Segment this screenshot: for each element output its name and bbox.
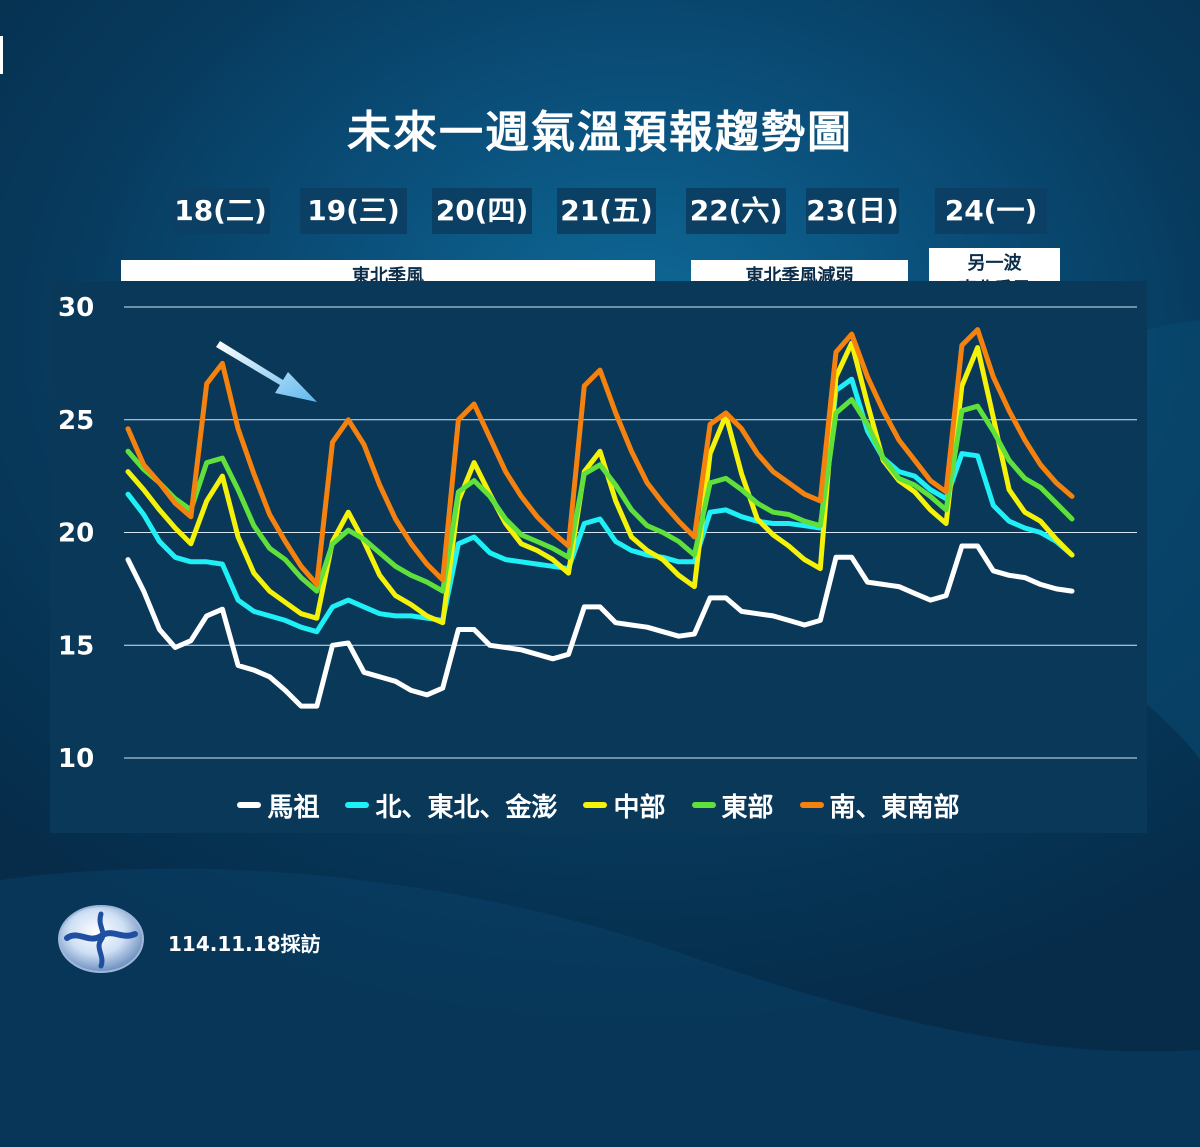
legend-label: 東部 (721, 792, 774, 823)
chart-legend: 馬祖 北、東北、金澎 中部 東部 南、東南部 (50, 782, 1147, 828)
y-tick-label: 25 (58, 406, 94, 436)
series-line (125, 376, 1075, 635)
y-tick-label: 20 (58, 519, 94, 549)
legend-item: 東部 (691, 787, 774, 824)
legend-item: 中部 (583, 787, 666, 824)
trend-arrow (216, 341, 317, 402)
day-label: 19(三) (300, 188, 407, 234)
legend-item: 北、東北、金澎 (345, 787, 557, 824)
day-label: 22(六) (686, 188, 786, 234)
chart-title: 未來一週氣溫預報趨勢圖 (347, 107, 853, 158)
day-label: 18(二) (171, 188, 270, 234)
legend-swatch (345, 802, 370, 808)
edge-marker (0, 36, 3, 74)
day-label: 21(五) (557, 188, 656, 234)
y-tick-label: 10 (58, 744, 94, 774)
legend-swatch (237, 802, 262, 808)
legend-item: 馬祖 (237, 787, 319, 824)
series-line (125, 397, 1075, 594)
legend-label: 中部 (613, 792, 666, 823)
legend-swatch (583, 802, 608, 808)
series-line (125, 340, 1075, 626)
weather-bureau-logo (58, 905, 144, 973)
day-label: 20(四) (432, 188, 532, 234)
series-line (125, 543, 1075, 709)
legend-label: 北、東北、金澎 (375, 792, 558, 823)
y-tick-label: 30 (58, 293, 94, 323)
legend-swatch (691, 802, 716, 808)
day-label: 24(一) (935, 188, 1047, 234)
legend-label: 馬祖 (267, 792, 320, 823)
legend-label: 南、東南部 (829, 792, 960, 823)
plot-panel: 10 15 20 25 30 (50, 281, 1147, 833)
interview-date: 114.11.18採訪 (168, 932, 321, 956)
y-tick-label: 15 (58, 631, 94, 661)
legend-swatch (799, 802, 824, 808)
series-line (125, 327, 1075, 587)
legend-item: 南、東南部 (799, 787, 960, 824)
day-label: 23(日) (806, 188, 899, 234)
temperature-chart: 10 15 20 25 30 (58, 293, 1137, 774)
